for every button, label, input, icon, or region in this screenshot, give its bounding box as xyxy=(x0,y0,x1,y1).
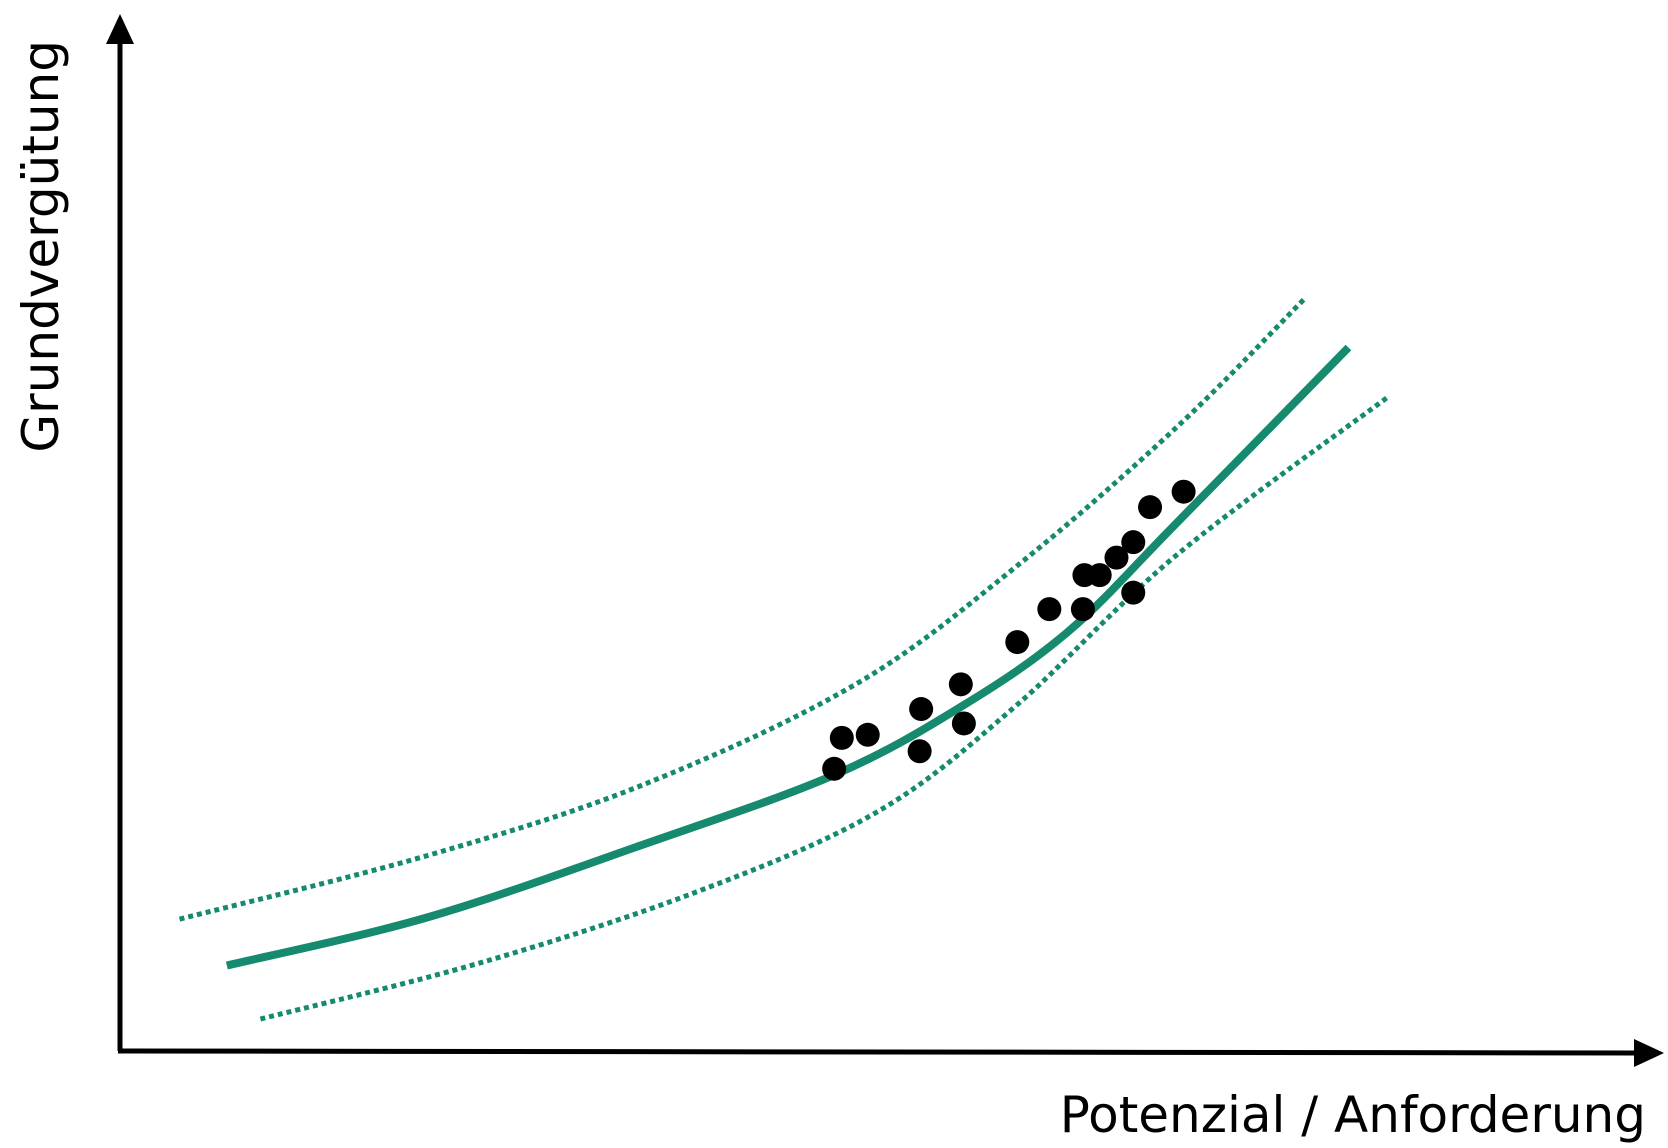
data-point xyxy=(1121,530,1146,555)
band-curve xyxy=(178,297,1306,922)
trend-curve xyxy=(225,344,1352,970)
data-point xyxy=(1070,597,1095,622)
x-axis xyxy=(117,1048,1639,1056)
data-point xyxy=(855,722,880,747)
y-axis-arrow xyxy=(106,14,134,44)
data-point xyxy=(907,739,932,764)
data-point xyxy=(948,672,973,697)
data-point xyxy=(1104,545,1129,570)
data-point xyxy=(1005,630,1030,655)
data-point xyxy=(1087,563,1112,588)
band-curve xyxy=(259,395,1389,1022)
data-point xyxy=(829,725,854,750)
data-point xyxy=(1138,495,1163,520)
data-point xyxy=(951,711,976,736)
x-axis-arrow xyxy=(1634,1039,1664,1067)
y-axis-label: Grundvergütung xyxy=(12,40,70,453)
data-point xyxy=(822,756,847,781)
data-point xyxy=(1121,580,1146,605)
data-point xyxy=(1171,479,1196,504)
data-point xyxy=(1037,597,1062,622)
x-axis-label: Potenzial / Anforderung xyxy=(1060,1086,1646,1144)
data-point xyxy=(909,697,934,722)
